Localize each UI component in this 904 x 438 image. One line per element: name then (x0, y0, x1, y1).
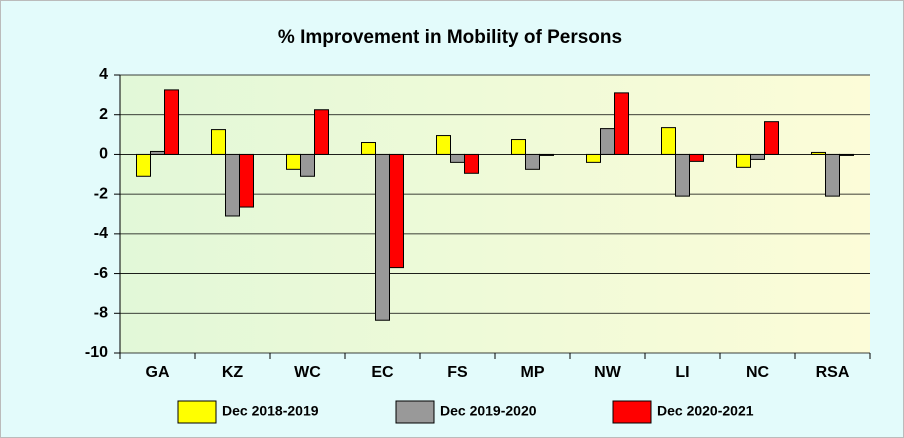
bar (225, 153, 240, 217)
bar (239, 153, 254, 208)
y-tick-label: 2 (99, 106, 108, 123)
chart-title: % Improvement in Mobility of Persons (278, 27, 622, 48)
bar (450, 153, 465, 163)
bar (764, 121, 779, 155)
plot-area (120, 75, 870, 353)
bar (375, 153, 390, 321)
bar (525, 153, 540, 170)
y-tick-label: -2 (94, 185, 108, 202)
x-tick-label: NC (746, 364, 770, 381)
x-tick-label: WC (294, 364, 321, 381)
bar (661, 127, 676, 155)
bar (361, 142, 376, 155)
x-tick-label: GA (146, 364, 170, 381)
legend-label: Dec 2019-2020 (440, 403, 537, 419)
x-tick-label: FS (447, 364, 468, 381)
bar (689, 153, 704, 162)
legend-swatch (612, 400, 652, 424)
bar (600, 128, 615, 155)
legend-swatch (177, 400, 217, 424)
y-tick-label: 0 (99, 146, 108, 163)
bar (539, 153, 554, 156)
bar (286, 153, 301, 170)
bar (300, 153, 315, 177)
bar (614, 92, 629, 155)
bar (736, 153, 751, 168)
y-tick-label: -8 (94, 305, 108, 322)
y-tick-label: -4 (94, 225, 108, 242)
x-tick-label: NW (594, 364, 622, 381)
legend-label: Dec 2020-2021 (657, 403, 754, 419)
bar (675, 153, 690, 197)
x-tick-label: RSA (816, 364, 850, 381)
bar (586, 153, 601, 163)
bar (511, 139, 526, 155)
x-tick-label: EC (371, 364, 394, 381)
x-tick-label: MP (521, 364, 545, 381)
bar (314, 109, 329, 155)
bar (389, 153, 404, 269)
x-tick-label: LI (675, 364, 689, 381)
y-tick-label: -6 (94, 265, 108, 282)
y-tick-label: -10 (85, 344, 108, 361)
x-tick-label: KZ (222, 364, 244, 381)
bar (436, 135, 451, 155)
y-tick-label: 4 (99, 66, 108, 83)
bar (750, 153, 765, 160)
bar (150, 150, 165, 155)
bar (825, 153, 840, 197)
bar (839, 153, 854, 156)
bar (811, 151, 826, 155)
legend-label: Dec 2018-2019 (222, 403, 319, 419)
bar (164, 89, 179, 155)
legend-swatch (395, 400, 435, 424)
bar (211, 129, 226, 155)
bar (136, 153, 151, 177)
bar (464, 153, 479, 174)
